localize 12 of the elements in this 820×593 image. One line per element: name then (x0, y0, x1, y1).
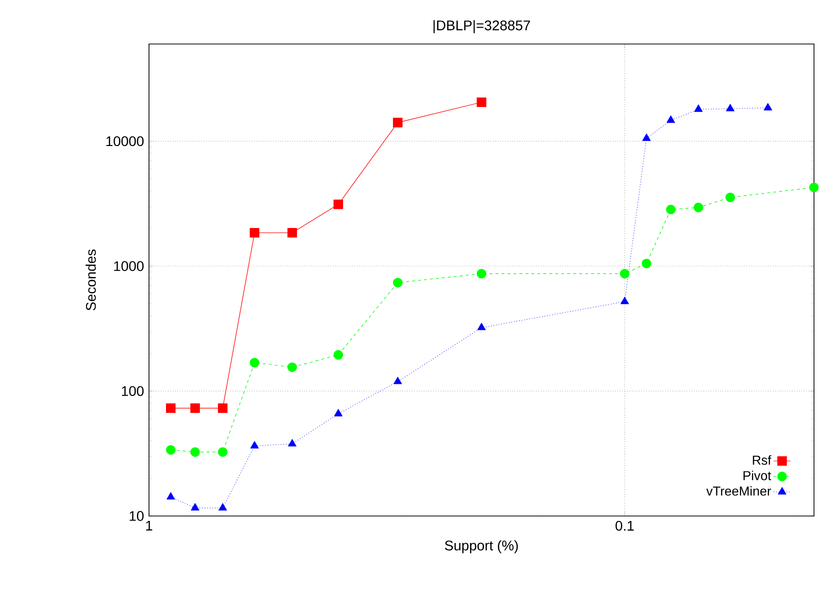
y-tick-label: 100 (122, 386, 144, 396)
x-tick-label: 1 (146, 520, 152, 530)
y-tick-label: 10000 (106, 136, 144, 146)
chart-title: |DBLP|=328857 (434, 20, 530, 34)
x-axis-title: Support (%) (444, 540, 518, 554)
y-tick-label: 1000 (114, 261, 144, 272)
legend-label: Pivot (744, 470, 772, 480)
x-tick-label: 0.1 (616, 520, 634, 531)
legend-label: Rsf (752, 455, 772, 465)
y-tick-label: 10 (130, 511, 144, 521)
legend-label: vTreeMiner (706, 486, 772, 496)
y-axis-title: Secondes (86, 249, 96, 310)
